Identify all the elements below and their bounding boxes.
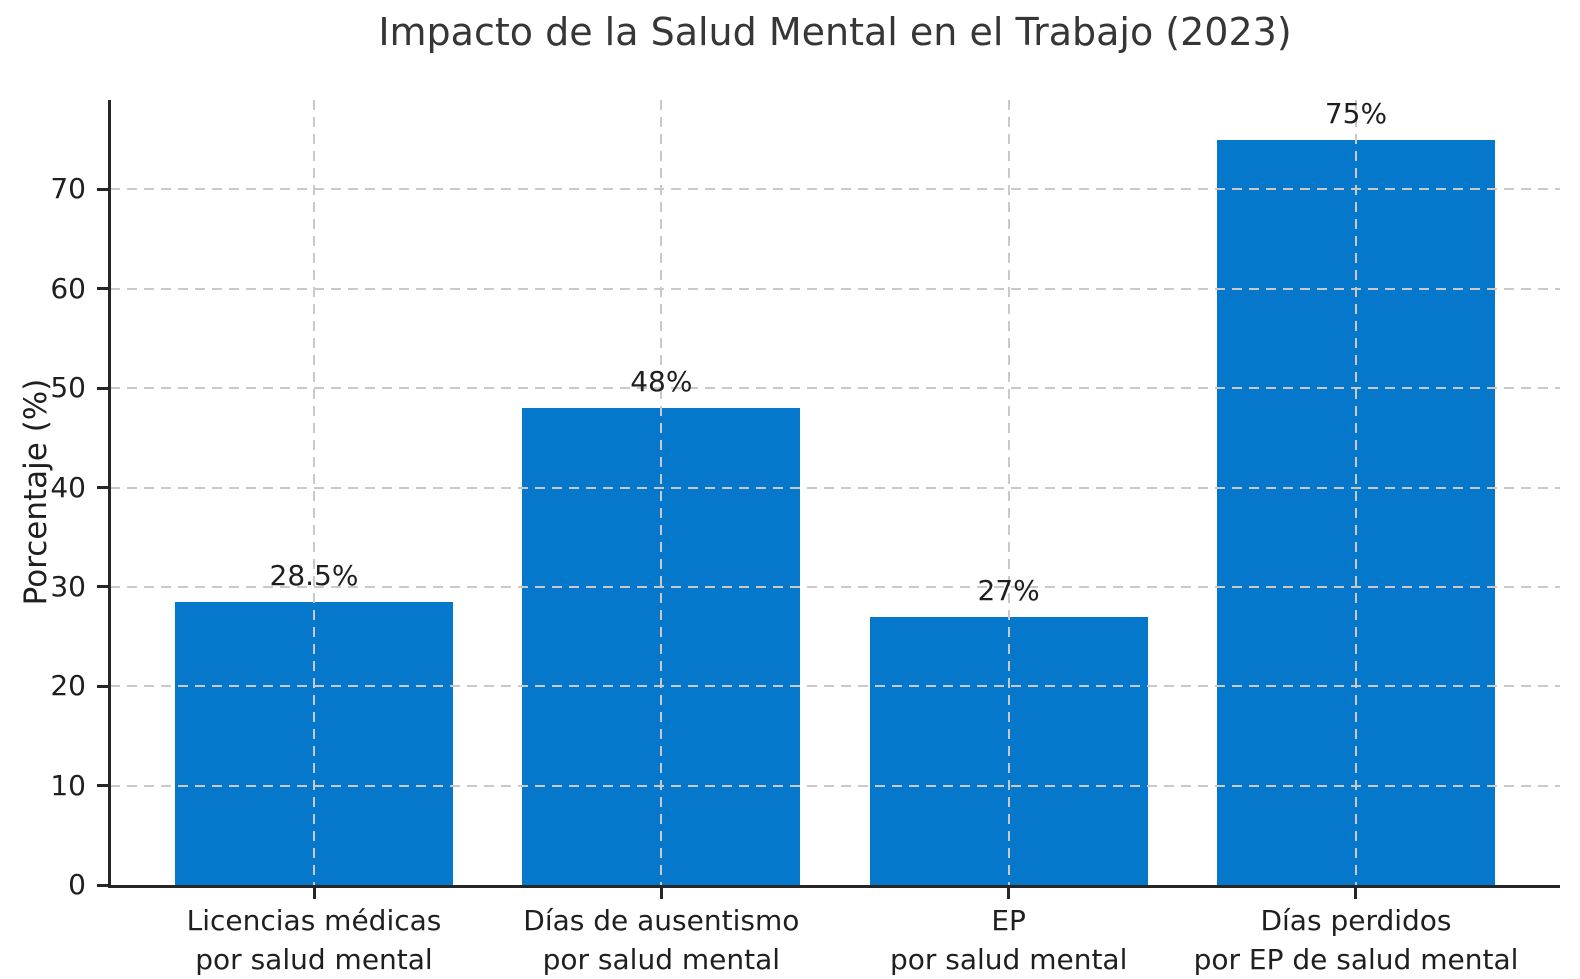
y-tick xyxy=(97,187,108,191)
y-axis xyxy=(108,100,111,888)
y-tick xyxy=(97,684,108,688)
y-tick-label: 20 xyxy=(50,669,86,703)
chart-title: Impacto de la Salud Mental en el Trabajo… xyxy=(378,10,1292,54)
h-gridline xyxy=(110,387,1560,390)
h-gridline xyxy=(110,585,1560,588)
bar-value-label: 27% xyxy=(977,573,1040,607)
y-tick-label: 40 xyxy=(50,470,86,504)
y-tick xyxy=(97,883,108,887)
bar-value-label: 48% xyxy=(630,365,693,399)
bar-value-label: 75% xyxy=(1324,96,1388,130)
y-tick-label: 60 xyxy=(50,271,86,305)
x-tick xyxy=(312,888,316,899)
x-tick-label: Días perdidos por EP de salud mental xyxy=(1193,904,1519,976)
bar-value-label: 28.5% xyxy=(269,558,359,592)
v-gridline xyxy=(1354,100,1357,885)
h-gridline xyxy=(110,287,1560,290)
v-gridline xyxy=(313,100,315,885)
x-tick-label: EP por salud mental xyxy=(889,904,1128,976)
h-gridline xyxy=(110,784,1560,787)
y-tick xyxy=(97,784,108,788)
x-tick-label: Licencias médicas por salud mental xyxy=(186,904,442,976)
y-tick-label: 10 xyxy=(50,768,86,802)
v-gridline xyxy=(660,100,663,885)
x-tick xyxy=(659,888,663,899)
h-gridline xyxy=(110,486,1560,489)
x-tick-label: Días de ausentismo por salud mental xyxy=(523,904,800,976)
y-tick xyxy=(97,486,108,490)
y-tick-label: 70 xyxy=(50,172,86,206)
y-tick-label: 50 xyxy=(50,371,86,405)
x-tick xyxy=(1007,888,1011,899)
x-tick xyxy=(1354,888,1358,899)
y-tick-label: 0 xyxy=(68,868,86,901)
v-gridline xyxy=(1007,100,1010,885)
x-axis xyxy=(108,885,1560,888)
y-tick xyxy=(97,585,108,589)
h-gridline xyxy=(110,188,1560,191)
h-gridline xyxy=(110,685,1560,688)
plot-area: 28.5% 48% 27% 75% xyxy=(110,96,1560,885)
y-tick xyxy=(97,287,108,291)
y-tick-label: 30 xyxy=(50,569,86,603)
y-tick xyxy=(97,386,108,390)
